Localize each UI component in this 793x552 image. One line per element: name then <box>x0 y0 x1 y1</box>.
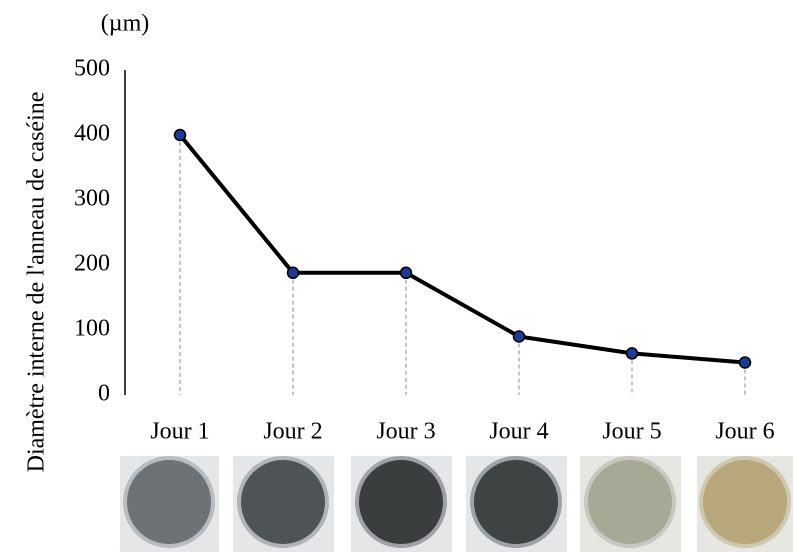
data-line <box>178 133 746 365</box>
point <box>173 128 187 142</box>
photo-disc <box>123 456 215 548</box>
point <box>738 356 752 369</box>
x-tick-label: Jour 1 <box>150 419 209 445</box>
point <box>286 266 300 280</box>
photos <box>120 456 793 552</box>
x-tick-label: Jour 3 <box>376 419 435 445</box>
y-tick-label: 0 <box>98 381 110 407</box>
photo-disc <box>237 456 329 548</box>
photo-disc <box>699 456 791 548</box>
point <box>625 347 639 360</box>
point <box>512 330 526 343</box>
x-tick-label: Jour 4 <box>489 419 548 445</box>
unit-label: (µm) <box>101 11 149 37</box>
x-tick-label: Jour 2 <box>263 419 322 445</box>
y-tick-label: 500 <box>74 56 110 82</box>
photo-disc <box>355 456 447 548</box>
y-axis-label: Diamètre interne de l'anneau de caséine <box>24 92 50 473</box>
x-tick-label: Jour 6 <box>715 419 774 445</box>
x-tick-label: Jour 5 <box>602 419 661 445</box>
y-tick-label: 300 <box>74 186 110 212</box>
point <box>399 266 413 280</box>
photo-disc <box>584 456 676 548</box>
y-tick-label: 100 <box>74 316 110 342</box>
y-tick-label: 200 <box>74 251 110 277</box>
y-tick-label: 400 <box>74 121 110 147</box>
photo-disc <box>470 456 562 548</box>
